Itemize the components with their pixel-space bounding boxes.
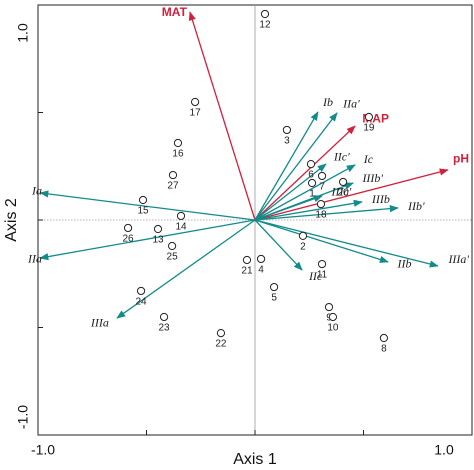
site-label: 21 [241,266,253,277]
site-label: 22 [215,339,227,350]
x-tick-label: 1.0 [434,442,454,458]
site-point [159,312,169,322]
arrow-label: IIIa [90,316,109,330]
site-point [316,199,326,209]
arrow-label: Ia [31,183,42,197]
arrow [39,190,256,221]
arrow [254,164,356,221]
site-label: 10 [327,323,339,334]
arrow [254,195,323,221]
site-label: 7 [319,182,325,193]
site-point [153,224,163,234]
arrow-label: IIa' [342,97,360,111]
site-point [379,333,388,343]
site-point [168,241,177,251]
site-point [282,125,291,135]
site-label: 26 [122,234,134,245]
site-point [364,112,374,122]
arrow-label: IIIb [371,192,390,206]
arrow [39,219,256,261]
site-label: 11 [317,270,328,281]
site-label: 15 [137,206,149,217]
site-point [339,177,348,187]
site-point [317,259,327,269]
site-point [191,97,200,107]
site-point [138,195,148,205]
site-point [298,231,308,241]
site-label: 6 [308,170,314,181]
arrow-label: Ic [363,152,374,166]
site-label: 16 [172,149,184,160]
site-point [256,254,266,264]
site-point [173,138,183,148]
arrow-label: IIIb' [361,171,383,185]
site-label: 27 [167,181,179,192]
x-tick-label: -1.0 [31,442,55,458]
site-label: 1 [309,189,315,200]
arrow [254,219,389,263]
arrow [116,219,256,319]
arrow [254,163,327,221]
site-point [307,178,317,188]
site-point [306,160,316,169]
x-axis-label: Axis 1 [233,451,277,468]
arrow [188,11,256,221]
arrow-label: MAT [162,5,188,19]
arrow [254,125,356,221]
arrow-label: IIIc' [330,184,351,198]
y-tick-label: 1.0 [15,23,31,43]
arrow-label: pH [453,152,469,166]
site-label: 18 [315,210,327,221]
site-point [269,282,279,292]
site-label: 8 [381,344,387,355]
arrow [254,111,319,221]
site-label: 19 [363,123,375,134]
arrow [254,112,338,221]
site-label: 14 [175,222,187,233]
arrow [254,205,399,221]
site-point [317,171,327,181]
arrow-label: Ib [322,95,333,109]
site-point [242,255,252,265]
site-label: 20 [338,188,350,199]
arrow-label: IIa [27,252,42,266]
arrow [254,168,449,221]
site-point [123,223,133,233]
site-label: 25 [167,252,179,263]
site-point [176,211,186,221]
site-point [216,328,226,338]
site-label: 12 [259,20,271,31]
arrow [254,219,439,268]
site-label: 3 [284,136,290,147]
arrow-label: IIb' [407,199,425,213]
site-point [260,9,270,19]
y-tick-label: -1.0 [15,405,31,429]
site-label: 4 [258,265,264,276]
site-point [136,286,146,296]
site-point [328,312,338,322]
site-label: 17 [190,108,202,119]
y-axis-label: Axis 2 [3,198,20,242]
site-label: 23 [159,323,171,334]
site-label: 5 [271,293,277,304]
site-point [324,302,334,312]
site-label: 2 [300,242,306,253]
arrow-label: IIb [397,257,412,271]
site-point [168,170,178,180]
arrow [254,199,363,221]
arrow-label: IIc [308,269,323,283]
site-label: 24 [136,297,148,308]
arrow-label: IIc' [333,150,350,164]
arrow [254,219,303,271]
site-label: 13 [152,235,164,246]
arrow-label: IIIa' [447,252,469,266]
